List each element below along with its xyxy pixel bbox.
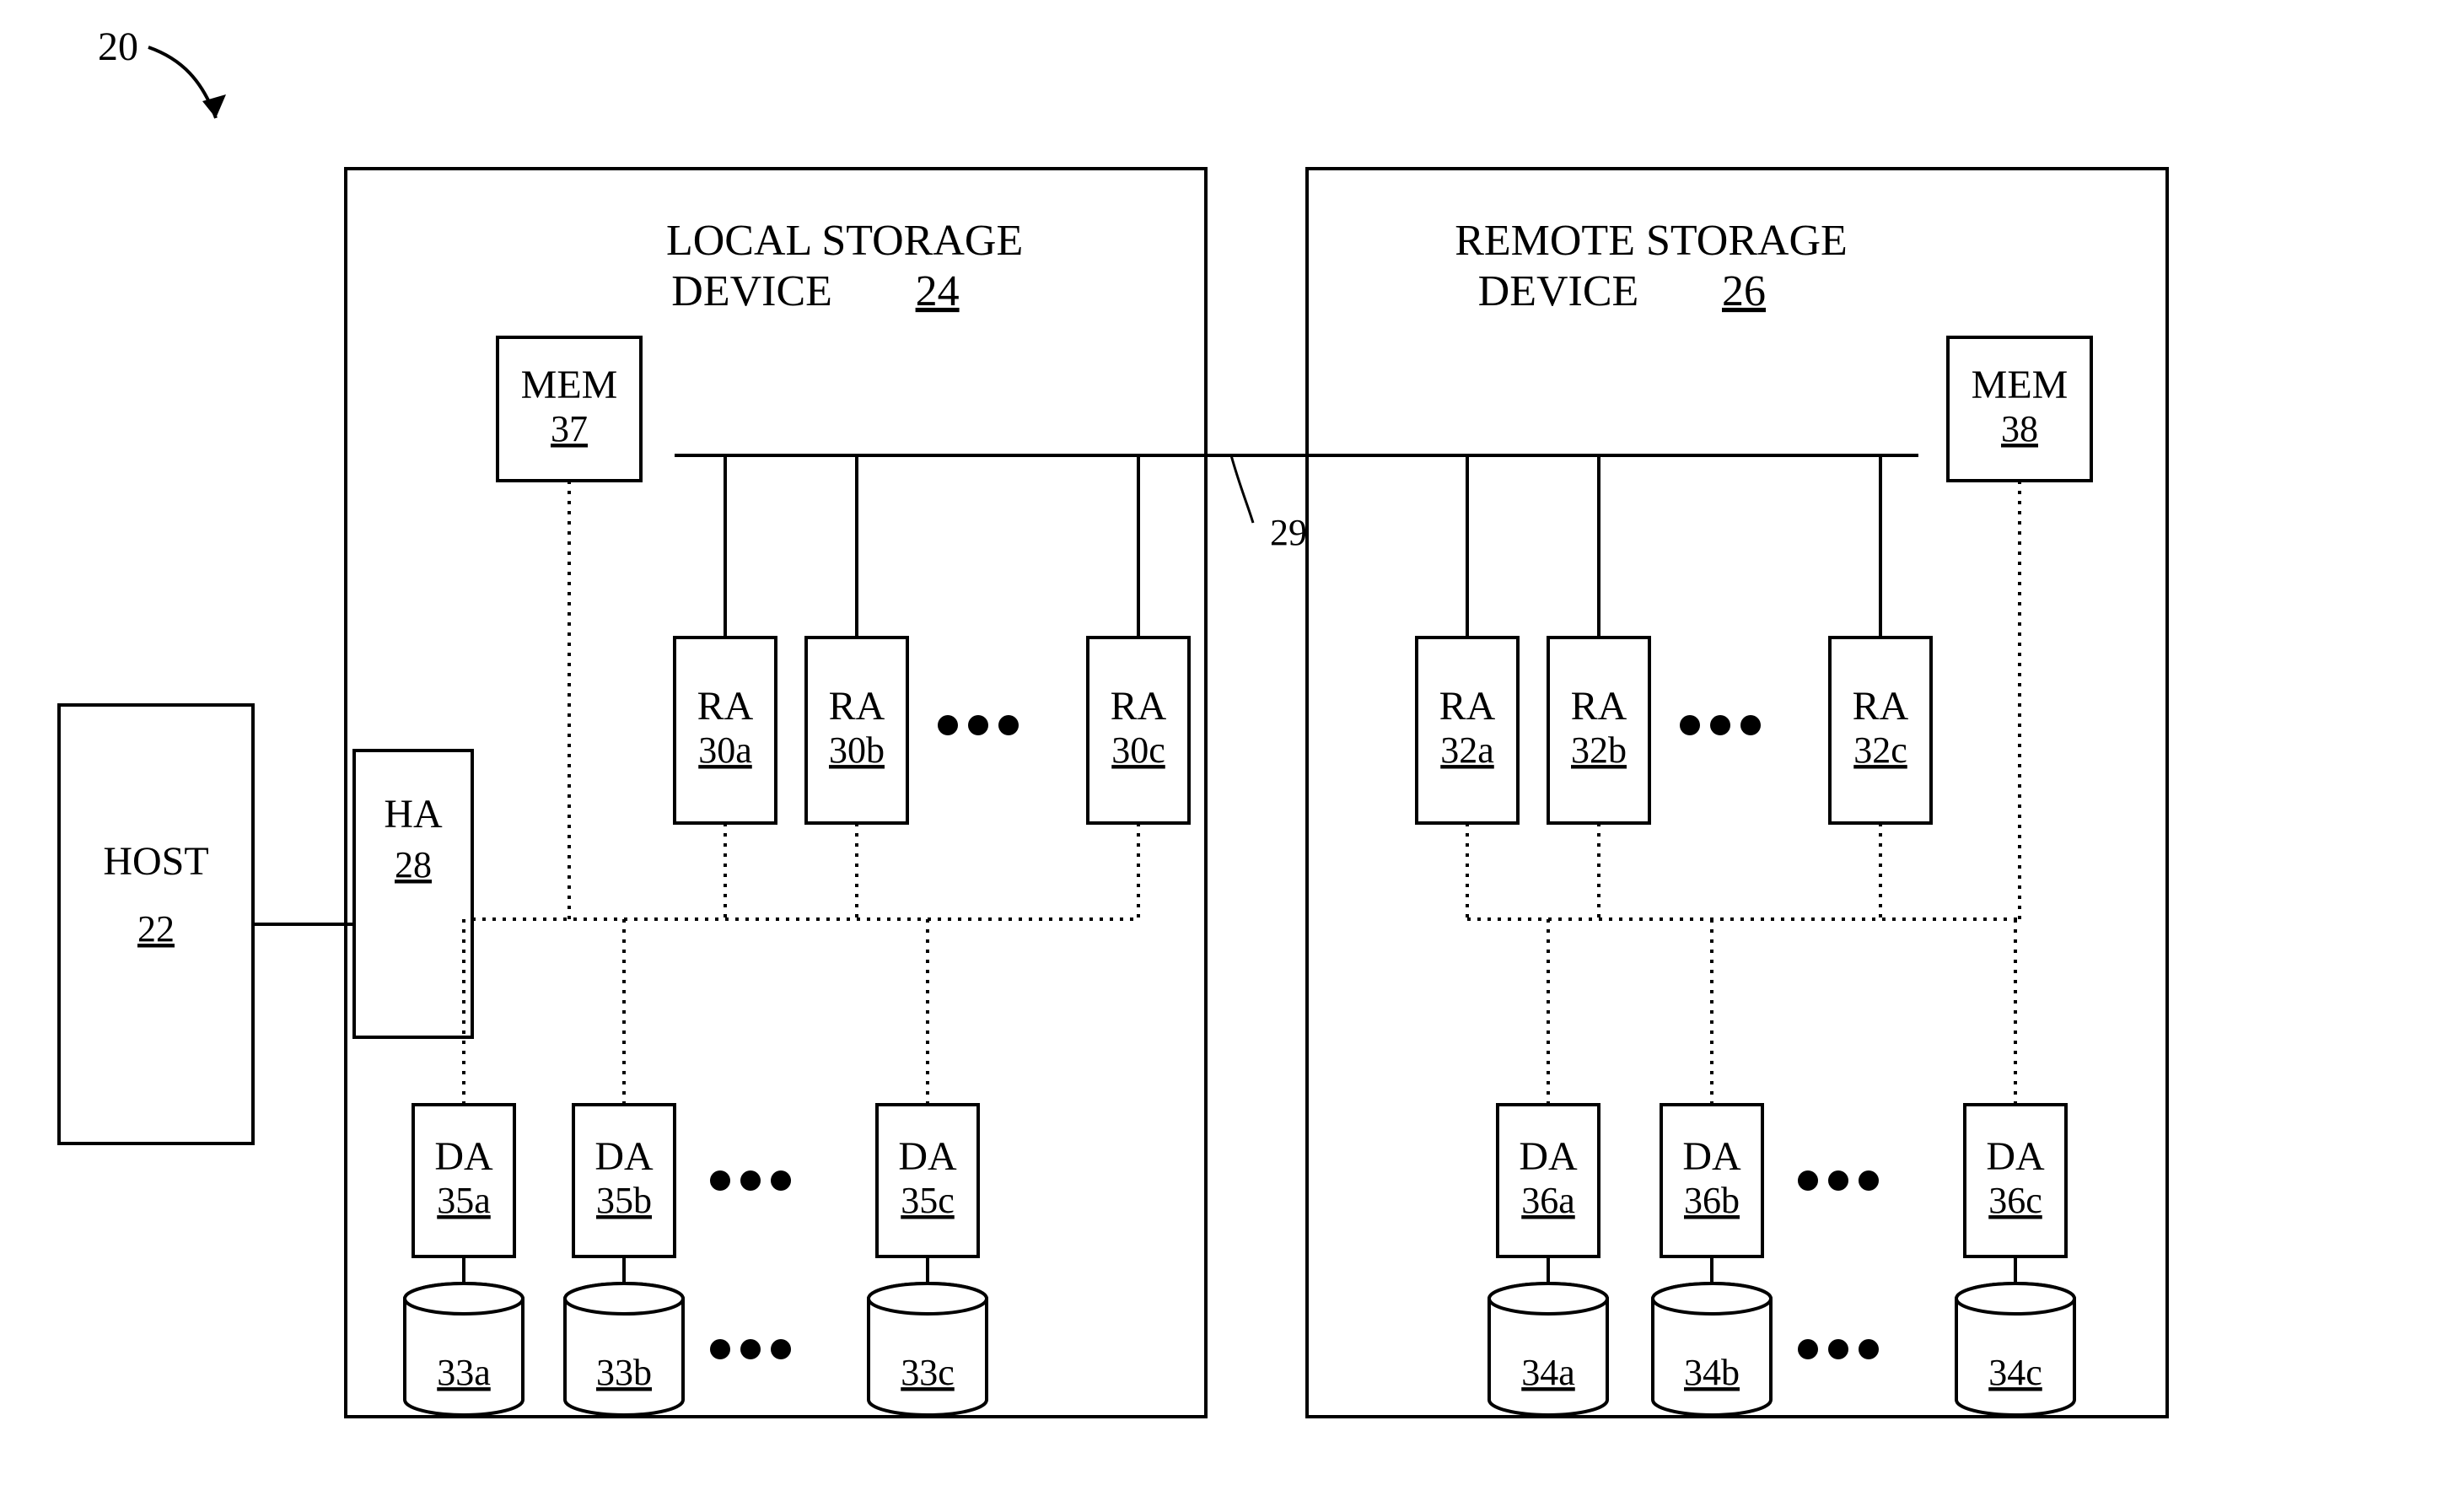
- svg-text:22: 22: [137, 908, 175, 950]
- svg-text:34c: 34c: [1988, 1352, 2042, 1393]
- svg-text:29: 29: [1270, 512, 1307, 553]
- svg-text:HOST: HOST: [103, 839, 208, 884]
- svg-text:LOCAL STORAGE: LOCAL STORAGE: [666, 217, 1023, 265]
- svg-text:24: 24: [916, 267, 960, 315]
- svg-text:RA: RA: [1439, 684, 1496, 729]
- svg-text:DA: DA: [1986, 1134, 2045, 1179]
- remote-storage-device: [1307, 169, 2167, 1417]
- svg-text:32a: 32a: [1440, 729, 1494, 771]
- svg-text:38: 38: [2001, 408, 2038, 449]
- svg-text:30b: 30b: [829, 729, 885, 771]
- svg-text:28: 28: [395, 844, 432, 885]
- svg-text:33b: 33b: [596, 1352, 652, 1393]
- svg-text:36c: 36c: [1988, 1180, 2042, 1221]
- svg-text:DA: DA: [1682, 1134, 1741, 1179]
- svg-text:30c: 30c: [1111, 729, 1165, 771]
- svg-text:MEM: MEM: [521, 363, 618, 407]
- diagram-svg: 20HOST22LOCAL STORAGEDEVICE24REMOTE STOR…: [0, 0, 2437, 1508]
- svg-text:32c: 32c: [1853, 729, 1907, 771]
- svg-text:DA: DA: [898, 1134, 957, 1179]
- svg-text:RA: RA: [1571, 684, 1627, 729]
- svg-text:HA: HA: [384, 792, 443, 837]
- svg-text:32b: 32b: [1571, 729, 1627, 771]
- svg-text:34a: 34a: [1521, 1352, 1575, 1393]
- svg-text:33a: 33a: [437, 1352, 491, 1393]
- svg-text:36b: 36b: [1684, 1180, 1740, 1221]
- svg-text:DA: DA: [594, 1134, 654, 1179]
- svg-text:26: 26: [1722, 267, 1766, 315]
- svg-text:35b: 35b: [596, 1180, 652, 1221]
- svg-text:RA: RA: [697, 684, 754, 729]
- svg-text:DA: DA: [1519, 1134, 1578, 1179]
- svg-text:RA: RA: [1853, 684, 1909, 729]
- svg-text:20: 20: [98, 24, 138, 69]
- svg-text:RA: RA: [1111, 684, 1167, 729]
- svg-text:35c: 35c: [901, 1180, 955, 1221]
- svg-text:RA: RA: [829, 684, 885, 729]
- svg-text:33c: 33c: [901, 1352, 955, 1393]
- svg-text:37: 37: [551, 408, 588, 449]
- svg-text:36a: 36a: [1521, 1180, 1575, 1221]
- svg-text:MEM: MEM: [1972, 363, 2068, 407]
- svg-text:35a: 35a: [437, 1180, 491, 1221]
- svg-text:REMOTE STORAGE: REMOTE STORAGE: [1455, 217, 1848, 265]
- svg-text:DEVICE: DEVICE: [1478, 267, 1639, 315]
- svg-text:30a: 30a: [698, 729, 752, 771]
- svg-text:DEVICE: DEVICE: [671, 267, 832, 315]
- svg-text:34b: 34b: [1684, 1352, 1740, 1393]
- svg-text:DA: DA: [434, 1134, 493, 1179]
